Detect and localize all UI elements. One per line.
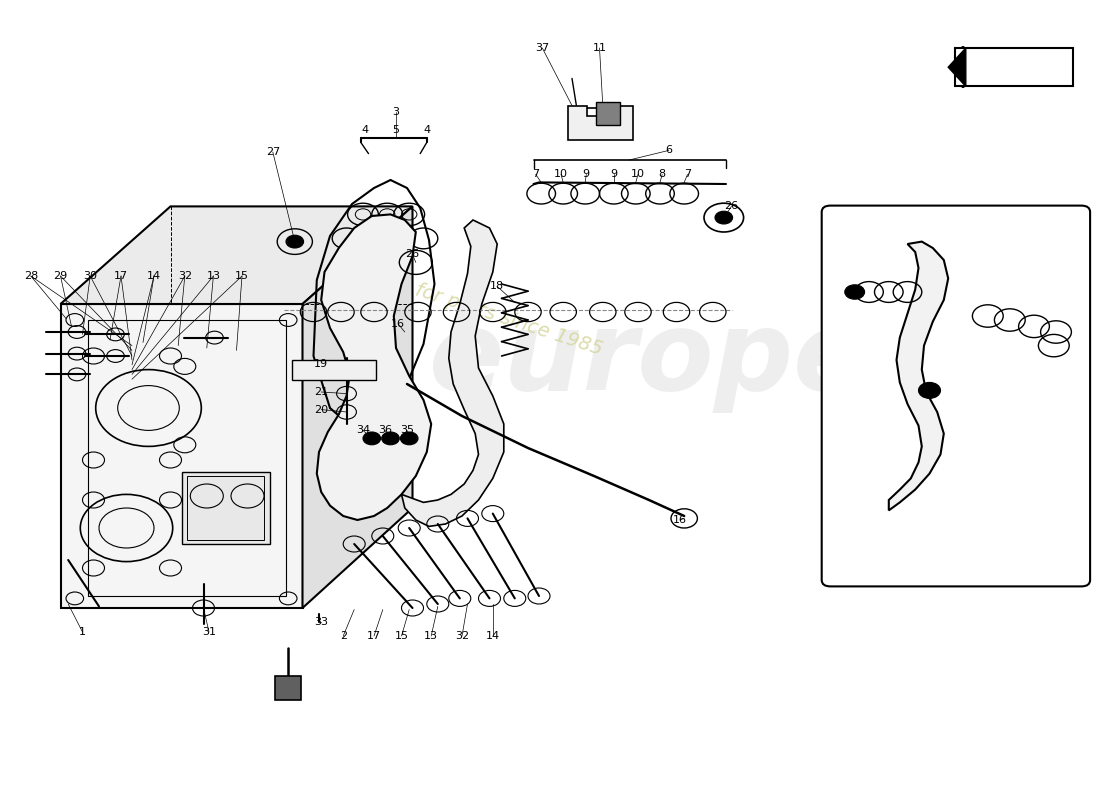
Text: 9: 9 [583,170,590,179]
Circle shape [715,211,733,224]
Polygon shape [292,360,376,380]
Text: 34: 34 [356,426,370,435]
Bar [187,476,264,540]
Text: 32: 32 [455,631,469,641]
Text: 25: 25 [1047,226,1060,235]
Text: 17: 17 [114,271,128,281]
Text: 29: 29 [54,271,67,281]
Polygon shape [578,108,616,134]
Text: 32: 32 [178,271,191,281]
Text: 30: 30 [84,271,97,281]
Bar [275,676,301,700]
Text: 16: 16 [392,319,405,329]
Text: 26: 26 [1014,403,1027,413]
Circle shape [363,432,381,445]
Text: 26: 26 [406,250,419,259]
Text: 5: 5 [393,125,399,134]
Text: 21: 21 [315,387,328,397]
Text: 37: 37 [536,43,549,53]
Text: 33: 33 [315,618,328,627]
Text: europes: europes [429,306,935,414]
Text: 6: 6 [666,146,672,155]
Text: 10: 10 [631,170,645,179]
Polygon shape [402,220,504,526]
Text: 35: 35 [400,426,414,435]
Polygon shape [302,206,412,608]
Text: 14: 14 [147,271,161,281]
Text: 20: 20 [315,405,328,414]
Circle shape [845,285,865,299]
Circle shape [400,432,418,445]
Text: 26: 26 [725,202,738,211]
Text: 11: 11 [593,43,606,53]
Text: F1: F1 [948,550,970,567]
Text: 23: 23 [959,226,972,235]
Text: 14: 14 [486,631,499,641]
Text: 31: 31 [202,627,216,637]
Circle shape [918,382,940,398]
Text: 17: 17 [367,631,381,641]
Polygon shape [317,214,431,520]
Polygon shape [60,206,412,304]
Polygon shape [60,304,302,608]
Polygon shape [948,48,966,86]
Text: 36: 36 [378,426,392,435]
Text: 3: 3 [393,107,399,117]
FancyBboxPatch shape [822,206,1090,586]
Circle shape [286,235,304,248]
Text: a passion for parts since 1985: a passion for parts since 1985 [319,250,605,358]
Polygon shape [955,48,1072,86]
Text: 7: 7 [684,170,691,179]
Text: 15: 15 [395,631,408,641]
Text: 7: 7 [532,170,539,179]
Polygon shape [889,242,948,510]
Text: 4: 4 [362,125,369,134]
Text: 19: 19 [315,359,328,369]
Bar [182,472,270,544]
Text: 2: 2 [340,631,346,641]
Text: 12: 12 [282,685,295,694]
Bar [596,102,620,125]
Text: 16: 16 [673,515,686,525]
Circle shape [382,432,399,445]
Polygon shape [568,106,632,140]
Text: 28: 28 [24,271,37,281]
Text: 8: 8 [659,170,666,179]
Text: 27: 27 [266,147,279,157]
Text: 18: 18 [491,282,504,291]
Text: 13: 13 [207,271,220,281]
Text: 9: 9 [610,170,617,179]
Text: 15: 15 [235,271,249,281]
Text: 23: 23 [873,226,887,235]
Text: 1: 1 [79,627,86,637]
Text: 13: 13 [425,631,438,641]
Text: 24: 24 [920,226,933,235]
Text: 22: 22 [920,210,933,219]
Text: 27: 27 [846,343,859,353]
Text: 10: 10 [554,170,568,179]
Text: 4: 4 [424,125,430,134]
